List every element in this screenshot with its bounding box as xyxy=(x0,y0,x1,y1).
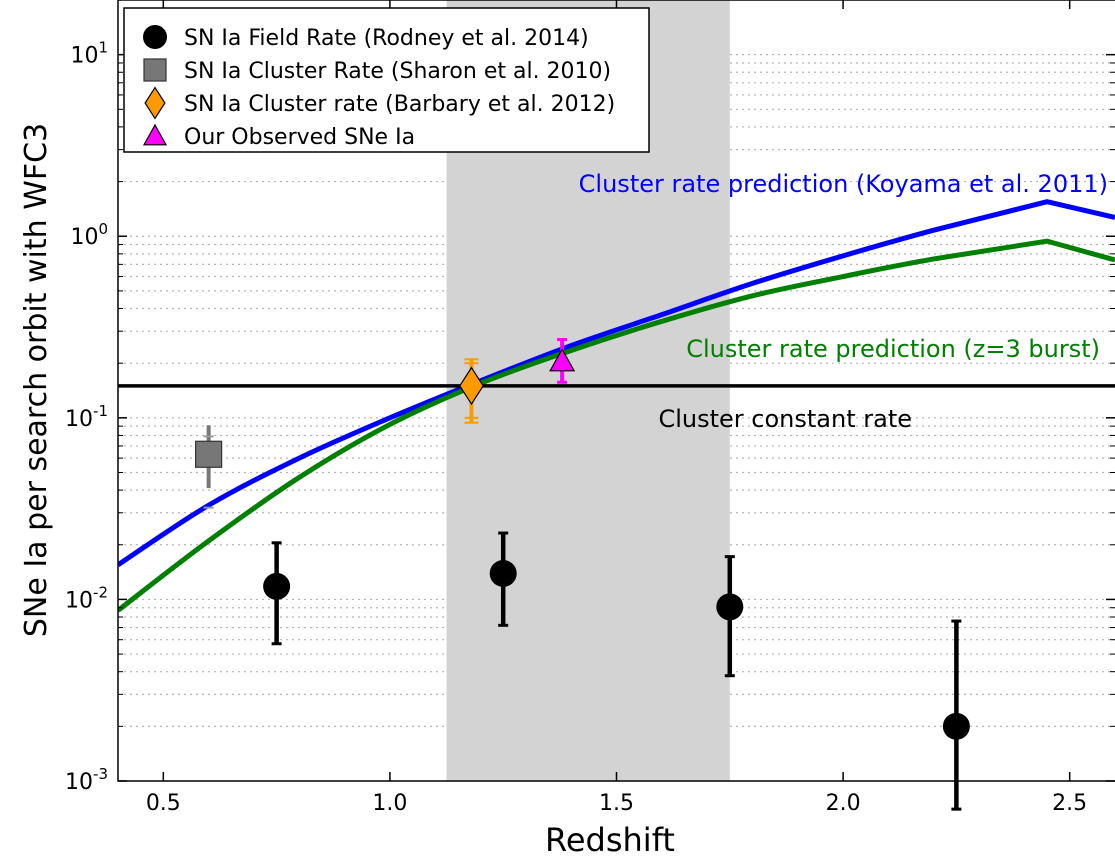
line-label-1: Cluster rate prediction (z=3 burst) xyxy=(686,335,1100,363)
legend: SN Ia Field Rate (Rodney et al. 2014) SN … xyxy=(123,7,650,153)
x-tick-label: 2.0 xyxy=(826,791,861,816)
x-tick-label: 2.5 xyxy=(1052,791,1087,816)
y-tick-label: 101 xyxy=(70,39,108,69)
legend-entry-0: SN Ia Field Rate (Rodney et al. 2014) xyxy=(143,25,589,51)
x-tick-label: 0.5 xyxy=(146,791,181,816)
x-tick-label: 1.0 xyxy=(372,791,407,816)
plot-frame xyxy=(117,0,1115,782)
marker-triangle xyxy=(549,347,576,372)
y-axis-label: SNe Ia per search orbit with WFC3 xyxy=(19,123,54,637)
legend-entry-2: SN Ia Cluster rate (Barbary et al. 2012) xyxy=(144,86,615,120)
legend-label-0: SN Ia Field Rate (Rodney et al. 2014) xyxy=(184,26,589,51)
marker-circle xyxy=(942,712,970,740)
marker-circle xyxy=(716,593,744,621)
line-label-2: Cluster constant rate xyxy=(658,405,912,433)
legend-entry-1: SN Ia Cluster Rate (Sharon et al. 2010) xyxy=(143,58,611,84)
point-3-0 xyxy=(549,338,576,384)
marker-circle xyxy=(143,25,167,49)
line-0 xyxy=(118,199,1115,567)
line-labels: Cluster rate prediction (Koyama et al. 2… xyxy=(579,170,1108,433)
point-1-0 xyxy=(195,425,223,509)
x-tick-label: 1.5 xyxy=(599,791,634,816)
axis-ticks: 0.5 1.0 1.5 2.0 2.5 10-3 10-2 10-1 100 101 xyxy=(65,0,1115,816)
point-2-0 xyxy=(459,358,484,424)
y-tick-label: 10-3 xyxy=(65,765,108,795)
y-tick-label: 100 xyxy=(70,220,108,250)
marker-diamond xyxy=(459,366,484,406)
y-tick-label: 10-1 xyxy=(65,402,108,432)
point-0-0 xyxy=(263,541,291,646)
marker-circle xyxy=(263,572,291,600)
legend-label-1: SN Ia Cluster Rate (Sharon et al. 2010) xyxy=(184,59,611,84)
point-0-1 xyxy=(489,531,517,627)
marker-square xyxy=(143,58,167,82)
legend-entry-3: Our Observed SNe Ia xyxy=(142,123,415,150)
legend-box xyxy=(123,7,650,153)
marker-circle xyxy=(489,559,517,587)
marker-diamond xyxy=(144,86,166,120)
prediction-lines xyxy=(118,199,1115,613)
point-0-2 xyxy=(716,555,744,678)
y-tick-label: 10-2 xyxy=(65,583,108,613)
line-label-0: Cluster rate prediction (Koyama et al. 2… xyxy=(579,170,1108,198)
marker-triangle xyxy=(142,123,168,146)
marker-square xyxy=(195,440,223,468)
x-axis-label: Redshift xyxy=(545,821,675,859)
line-1 xyxy=(118,238,1115,613)
legend-label-2: SN Ia Cluster rate (Barbary et al. 2012) xyxy=(184,92,615,117)
legend-label-3: Our Observed SNe Ia xyxy=(184,125,415,150)
data-points xyxy=(195,338,970,811)
point-0-3 xyxy=(942,619,970,811)
